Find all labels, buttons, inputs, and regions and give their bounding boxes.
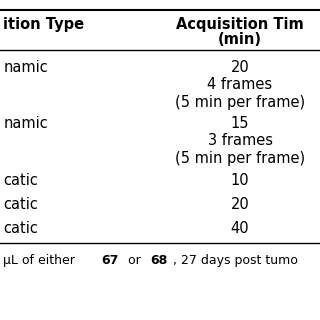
Text: or: or xyxy=(124,254,144,267)
Text: 68: 68 xyxy=(150,254,168,267)
Text: Acquisition Tim: Acquisition Tim xyxy=(176,17,304,31)
Text: 40: 40 xyxy=(231,221,249,236)
Text: 67: 67 xyxy=(101,254,118,267)
Text: catic: catic xyxy=(3,173,38,188)
Text: 15: 15 xyxy=(231,116,249,131)
Text: , 27 days post tumo: , 27 days post tumo xyxy=(172,254,297,267)
Text: 20: 20 xyxy=(231,197,249,212)
Text: μL of either: μL of either xyxy=(3,254,79,267)
Text: catic: catic xyxy=(3,221,38,236)
Text: catic: catic xyxy=(3,197,38,212)
Text: (5 min per frame): (5 min per frame) xyxy=(175,95,305,110)
Text: 4 frames: 4 frames xyxy=(207,77,273,92)
Text: (5 min per frame): (5 min per frame) xyxy=(175,151,305,166)
Text: ition Type: ition Type xyxy=(3,17,84,31)
Text: 3 frames: 3 frames xyxy=(207,133,273,148)
Text: namic: namic xyxy=(3,60,48,75)
Text: 20: 20 xyxy=(231,60,249,75)
Text: (min): (min) xyxy=(218,33,262,47)
Text: 10: 10 xyxy=(231,173,249,188)
Text: namic: namic xyxy=(3,116,48,131)
